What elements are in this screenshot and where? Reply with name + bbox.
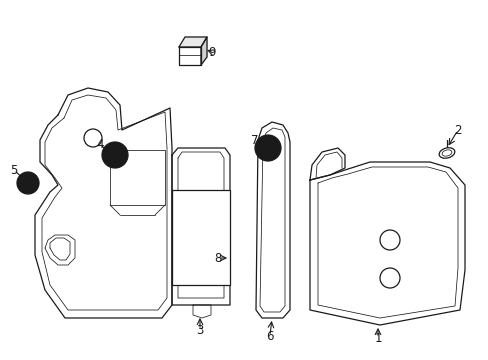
Circle shape: [260, 140, 275, 156]
Polygon shape: [256, 122, 289, 318]
Ellipse shape: [438, 148, 454, 158]
Polygon shape: [172, 148, 229, 305]
Polygon shape: [309, 148, 345, 180]
Text: 3: 3: [196, 324, 203, 337]
Text: 2: 2: [453, 123, 461, 136]
Circle shape: [21, 176, 35, 190]
Circle shape: [107, 147, 123, 163]
Text: 1: 1: [373, 332, 381, 345]
Text: 4: 4: [96, 139, 103, 152]
Polygon shape: [201, 37, 206, 65]
Text: 6: 6: [265, 329, 273, 342]
Text: 9: 9: [208, 45, 215, 58]
Circle shape: [254, 135, 281, 161]
Ellipse shape: [441, 150, 451, 156]
Text: 5: 5: [10, 163, 18, 176]
Polygon shape: [35, 88, 172, 318]
Text: 7: 7: [251, 134, 258, 147]
Circle shape: [17, 172, 39, 194]
Polygon shape: [45, 235, 75, 265]
Polygon shape: [193, 305, 210, 318]
Polygon shape: [179, 47, 201, 65]
Polygon shape: [110, 150, 164, 205]
Circle shape: [102, 142, 128, 168]
Polygon shape: [179, 37, 206, 47]
Polygon shape: [309, 162, 464, 325]
Text: 8: 8: [214, 252, 221, 265]
Bar: [172, 190, 229, 285]
